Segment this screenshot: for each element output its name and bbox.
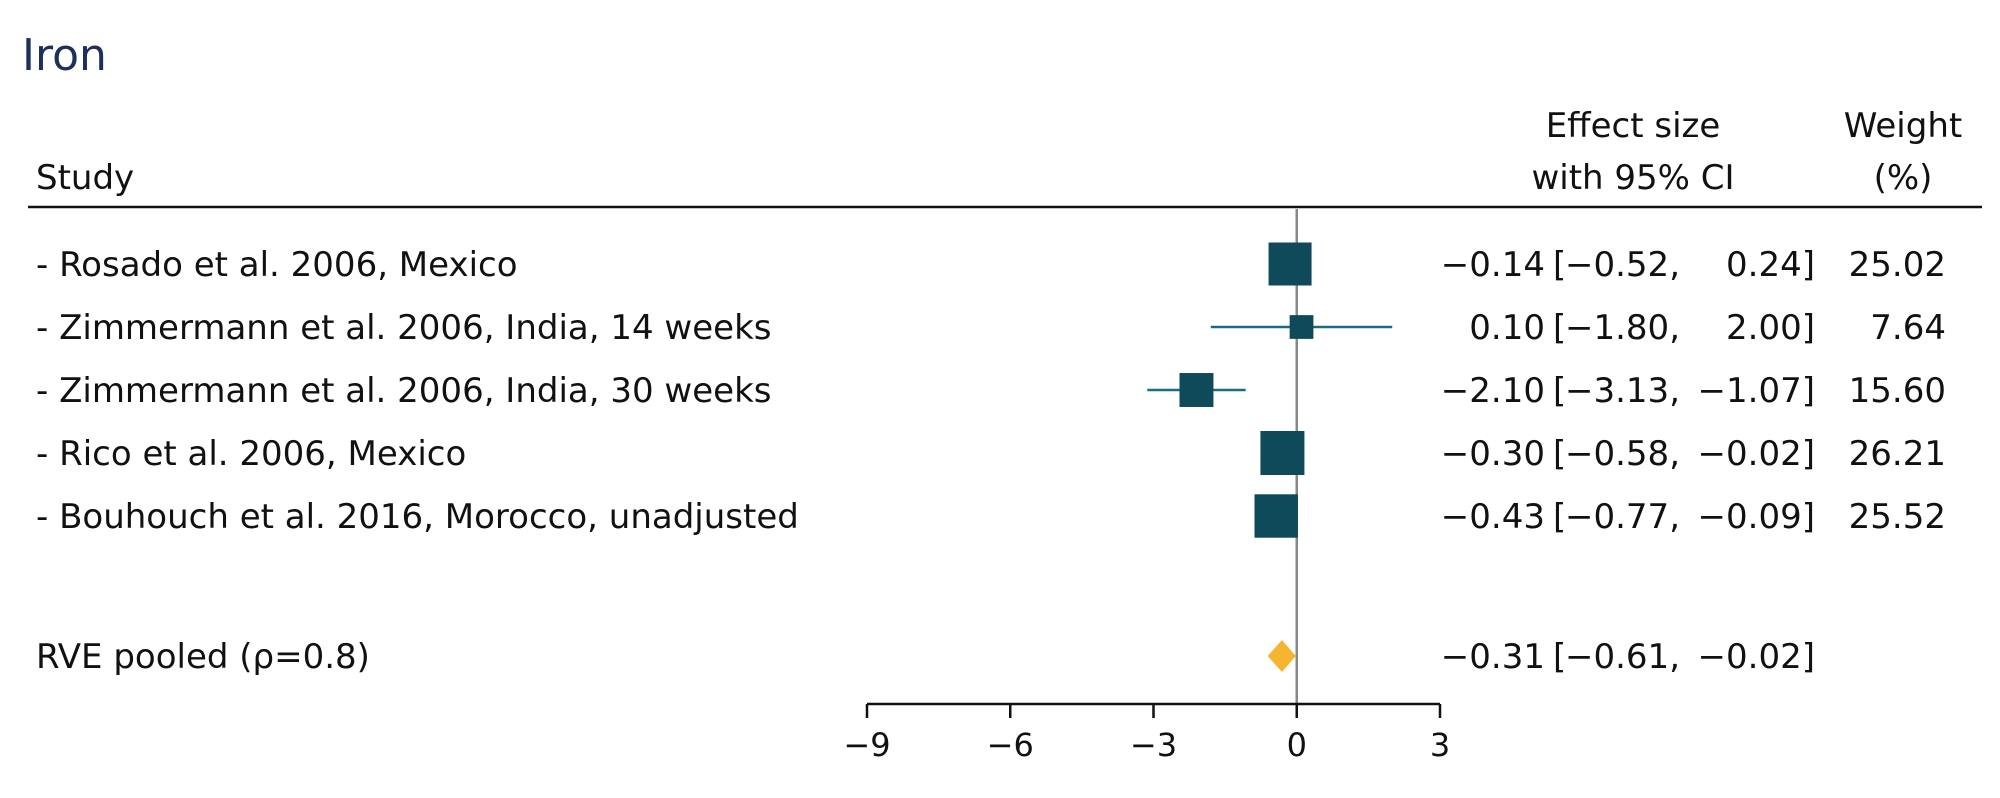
effect-value: −0.30 — [1441, 434, 1545, 474]
pooled-ci-upper-value: −0.02] — [1698, 637, 1815, 677]
ci-open-bracket: [ — [1553, 434, 1566, 474]
weight-value: 26.21 — [1849, 434, 1946, 474]
ci-open-bracket: [ — [1553, 497, 1566, 537]
pooled-label: RVE pooled (ρ=0.8) — [36, 637, 370, 677]
header-with-ci: with 95% CI — [1531, 158, 1734, 198]
plot-layer: - Rosado et al. 2006, Mexico −0.14 [−0.52,… — [36, 209, 1946, 764]
weight-value: 7.64 — [1870, 308, 1946, 348]
ci-lower-value: −0.77, — [1565, 497, 1680, 537]
effect-marker — [1179, 373, 1214, 407]
ci-open-bracket: [ — [1553, 371, 1566, 411]
effect-marker — [1268, 242, 1312, 286]
ci-lower-value: −1.80, — [1565, 308, 1680, 348]
chart-title: Iron — [22, 30, 107, 81]
effect-marker — [1289, 315, 1314, 339]
ci-upper-value: −0.09] — [1698, 497, 1815, 537]
header-study: Study — [36, 158, 134, 198]
header-weight-unit: (%) — [1874, 158, 1933, 198]
pooled-ci-open-bracket: [ — [1553, 637, 1566, 677]
pooled-diamond — [1267, 640, 1296, 672]
x-tick-label: −6 — [987, 726, 1034, 764]
effect-marker — [1254, 494, 1298, 538]
effect-value: −2.10 — [1441, 371, 1545, 411]
ci-lower-value: −0.52, — [1565, 245, 1680, 285]
ci-open-bracket: [ — [1553, 308, 1566, 348]
x-tick-label: −3 — [1130, 726, 1177, 764]
effect-value: −0.43 — [1441, 497, 1545, 537]
effect-value: 0.10 — [1469, 308, 1545, 348]
study-label: - Zimmermann et al. 2006, India, 30 week… — [36, 371, 771, 411]
weight-value: 25.02 — [1849, 245, 1946, 285]
x-tick-label: 0 — [1287, 726, 1307, 764]
x-tick-label: −9 — [843, 726, 890, 764]
ci-upper-value: −1.07] — [1698, 371, 1815, 411]
ci-upper-value: 2.00] — [1726, 308, 1815, 348]
header-weight: Weight — [1844, 106, 1962, 146]
study-label: - Rosado et al. 2006, Mexico — [36, 245, 518, 285]
ci-lower-value: −3.13, — [1565, 371, 1680, 411]
study-label: - Rico et al. 2006, Mexico — [36, 434, 466, 474]
study-label: - Zimmermann et al. 2006, India, 14 week… — [36, 308, 771, 348]
pooled-effect-value: −0.31 — [1441, 637, 1545, 677]
ci-upper-value: −0.02] — [1698, 434, 1815, 474]
ci-lower-value: −0.58, — [1565, 434, 1680, 474]
ci-open-bracket: [ — [1553, 245, 1566, 285]
ci-upper-value: 0.24] — [1726, 245, 1815, 285]
effect-value: −0.14 — [1441, 245, 1545, 285]
weight-value: 15.60 — [1849, 371, 1946, 411]
study-label: - Bouhouch et al. 2016, Morocco, unadjus… — [36, 497, 799, 537]
weight-value: 25.52 — [1849, 497, 1946, 537]
x-tick-label: 3 — [1430, 726, 1450, 764]
header-effect-size: Effect size — [1546, 106, 1721, 146]
effect-marker — [1260, 431, 1305, 475]
pooled-ci-lower-value: −0.61, — [1565, 637, 1680, 677]
